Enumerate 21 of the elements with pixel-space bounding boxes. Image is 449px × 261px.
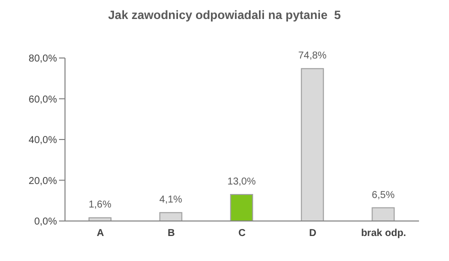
y-tick-label: 80,0% — [28, 54, 58, 65]
x-tick-label: B — [168, 228, 175, 240]
data-label: 6,5% — [372, 190, 395, 201]
bar — [159, 212, 182, 221]
y-tick-label: 20,0% — [28, 176, 58, 187]
x-tick-label: brak odp. — [361, 228, 406, 240]
bar — [372, 207, 395, 221]
bar — [300, 68, 324, 221]
data-label: 74,8% — [298, 50, 327, 62]
data-label: 4,1% — [159, 194, 182, 206]
x-tick-label: C — [238, 228, 246, 240]
bar — [230, 194, 254, 221]
bar — [88, 217, 112, 221]
x-tick-label: D — [309, 228, 316, 240]
chart-title: Jak zawodnicy odpowiadali na pytanie 5 — [107, 8, 342, 22]
data-label: 1,6% — [88, 200, 112, 211]
data-label: 13,0% — [227, 176, 256, 188]
y-tick-label: 40,0% — [28, 135, 58, 146]
y-tick-label: 0,0% — [34, 216, 58, 228]
x-tick-label: A — [96, 228, 104, 240]
y-tick-label: 60,0% — [28, 94, 58, 106]
